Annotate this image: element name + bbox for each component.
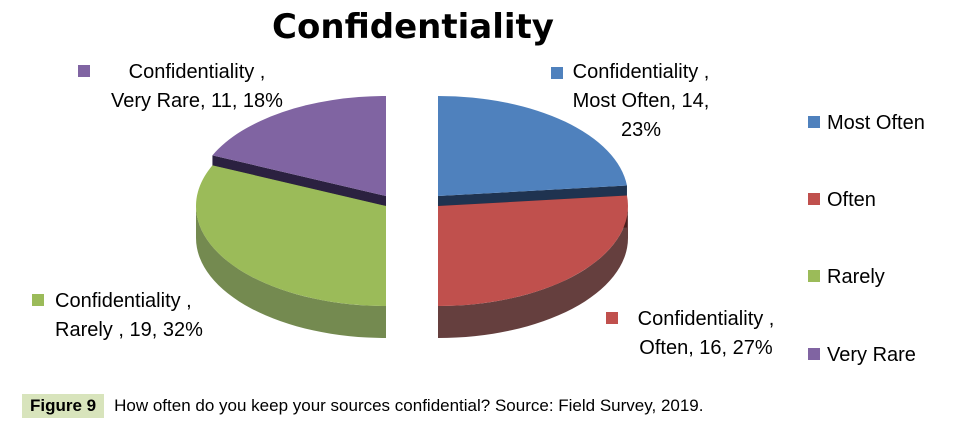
legend-swatch xyxy=(808,270,820,282)
data-label-line: Very Rare, 11, 18% xyxy=(111,90,283,112)
pie-chart: Confidentiality Confidentiality , Most Of… xyxy=(32,7,925,366)
legend-swatch xyxy=(808,348,820,360)
legend: Most Often Often Rarely Very Rare xyxy=(808,112,925,366)
legend-label: Most Often xyxy=(827,112,925,134)
caption-text: How often do you keep your sources confi… xyxy=(114,396,704,415)
legend-item-often: Often xyxy=(808,189,876,211)
data-label-marker xyxy=(606,312,618,324)
legend-item-very-rare: Very Rare xyxy=(808,344,916,366)
legend-swatch xyxy=(808,193,820,205)
data-label-most-often: Confidentiality , Most Often, 14, 23% xyxy=(551,61,709,141)
data-label-rarely: Confidentiality , Rarely , 19, 32% xyxy=(32,290,203,341)
data-label-line: Rarely , 19, 32% xyxy=(55,319,203,341)
legend-label: Often xyxy=(827,189,876,211)
data-label-marker xyxy=(551,67,563,79)
legend-label: Rarely xyxy=(827,266,885,288)
legend-item-most-often: Most Often xyxy=(808,112,925,134)
data-label-line: 23% xyxy=(621,119,661,141)
pie-slice-rarely xyxy=(195,165,386,338)
figure-caption: Figure 9 How often do you keep your sour… xyxy=(22,394,703,418)
data-label-very-rare: Confidentiality , Very Rare, 11, 18% xyxy=(78,61,283,112)
legend-swatch xyxy=(808,116,820,128)
data-label-marker xyxy=(78,65,90,77)
legend-item-rarely: Rarely xyxy=(808,266,885,288)
chart-title: Confidentiality xyxy=(272,7,554,47)
data-labels: Confidentiality ,Most Often, 14,23%Confi… xyxy=(32,61,774,359)
data-label-line: Confidentiality , xyxy=(55,290,192,312)
data-label-line: Most Often, 14, xyxy=(573,90,710,112)
legend-label: Very Rare xyxy=(827,344,916,366)
data-label-line: Confidentiality , xyxy=(638,308,775,330)
figure-label: Figure 9 xyxy=(22,394,105,418)
data-label-line: Confidentiality , xyxy=(129,61,266,83)
data-label-line: Confidentiality , xyxy=(573,61,710,83)
data-label-line: Often, 16, 27% xyxy=(639,337,773,359)
pie-slice-often xyxy=(438,195,628,338)
data-label-often: Confidentiality , Often, 16, 27% xyxy=(606,308,774,359)
pie-slices xyxy=(195,96,628,338)
data-label-marker xyxy=(32,294,44,306)
